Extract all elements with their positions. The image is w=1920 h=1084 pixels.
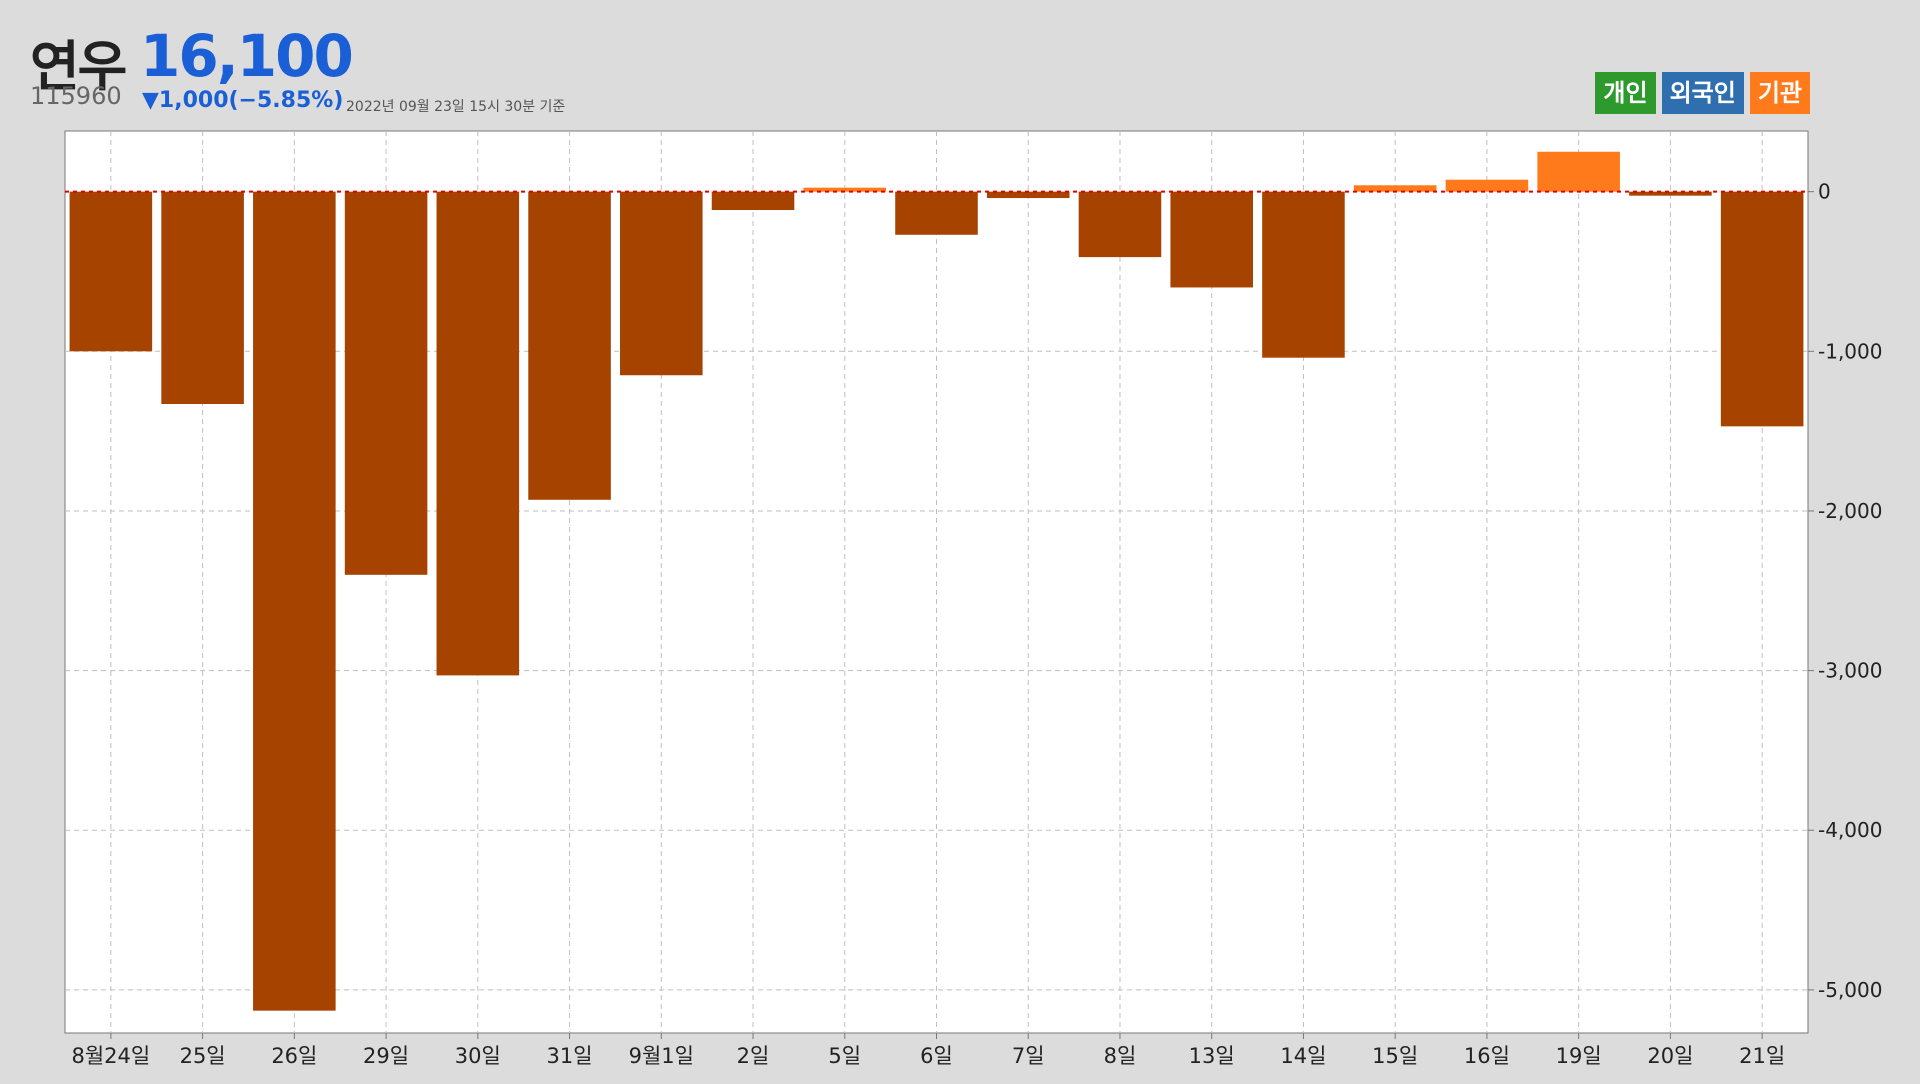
price-change: ▼1,000(−5.85%) <box>142 88 344 113</box>
bar <box>253 191 336 1011</box>
bar <box>161 191 244 404</box>
bar <box>69 191 153 352</box>
x-tick-label: 13일 <box>1189 1044 1235 1068</box>
bar <box>1353 185 1437 192</box>
bar <box>986 191 1070 199</box>
x-tick-label: 20일 <box>1647 1044 1693 1068</box>
x-tick-label: 7일 <box>1012 1044 1045 1068</box>
reference-date: 2022년 09월 23일 15시 30분 기준 <box>346 99 566 115</box>
legend-institution-button[interactable]: 기관 <box>1749 72 1810 114</box>
x-tick-label: 29일 <box>363 1044 409 1068</box>
legend-foreign-button[interactable]: 외국인 <box>1661 72 1744 114</box>
legend-individual-button[interactable]: 개인 <box>1595 72 1656 114</box>
bar <box>528 191 611 500</box>
x-tick-label: 30일 <box>455 1044 501 1068</box>
investor-legend: 개인 외국인 기관 <box>1595 72 1810 114</box>
stock-price: 16,100 <box>140 22 354 90</box>
bar <box>895 191 978 235</box>
y-tick-label: -4,000 <box>1818 818 1882 842</box>
x-tick-label: 8월24일 <box>72 1044 151 1068</box>
x-tick-label: 9월1일 <box>629 1044 694 1068</box>
x-tick-label: 19일 <box>1556 1044 1602 1068</box>
y-tick-label: -2,000 <box>1818 499 1882 523</box>
y-tick-label: -1,000 <box>1818 339 1882 363</box>
x-tick-label: 15일 <box>1372 1044 1418 1068</box>
bar <box>1537 151 1620 192</box>
bar <box>711 191 795 211</box>
x-tick-label: 16일 <box>1464 1044 1510 1068</box>
x-tick-label: 2일 <box>737 1044 770 1068</box>
x-tick-label: 5일 <box>828 1044 861 1068</box>
bar <box>1720 191 1804 427</box>
stock-header: 연우 16,100 115960 ▼1,000(−5.85%) 2022년 09… <box>0 0 1920 130</box>
bar <box>344 191 428 575</box>
bar <box>620 191 703 376</box>
bar <box>803 187 887 192</box>
bar <box>1629 191 1712 196</box>
x-tick-label: 21일 <box>1739 1044 1785 1068</box>
x-tick-label: 31일 <box>547 1044 593 1068</box>
x-tick-label: 26일 <box>271 1044 317 1068</box>
bar <box>1262 191 1345 358</box>
x-tick-label: 14일 <box>1280 1044 1326 1068</box>
y-tick-label: 0 <box>1818 180 1831 204</box>
y-tick-label: -5,000 <box>1818 978 1882 1002</box>
bar <box>1170 191 1253 288</box>
stock-name: 연우 <box>30 35 127 98</box>
y-tick-label: -3,000 <box>1818 659 1882 683</box>
x-tick-label: 8일 <box>1104 1044 1137 1068</box>
bar <box>436 191 520 676</box>
stock-code: 115960 <box>30 82 122 110</box>
bar <box>1078 191 1162 258</box>
x-tick-label: 25일 <box>180 1044 226 1068</box>
x-tick-label: 6일 <box>920 1044 953 1068</box>
bar <box>1445 179 1529 192</box>
